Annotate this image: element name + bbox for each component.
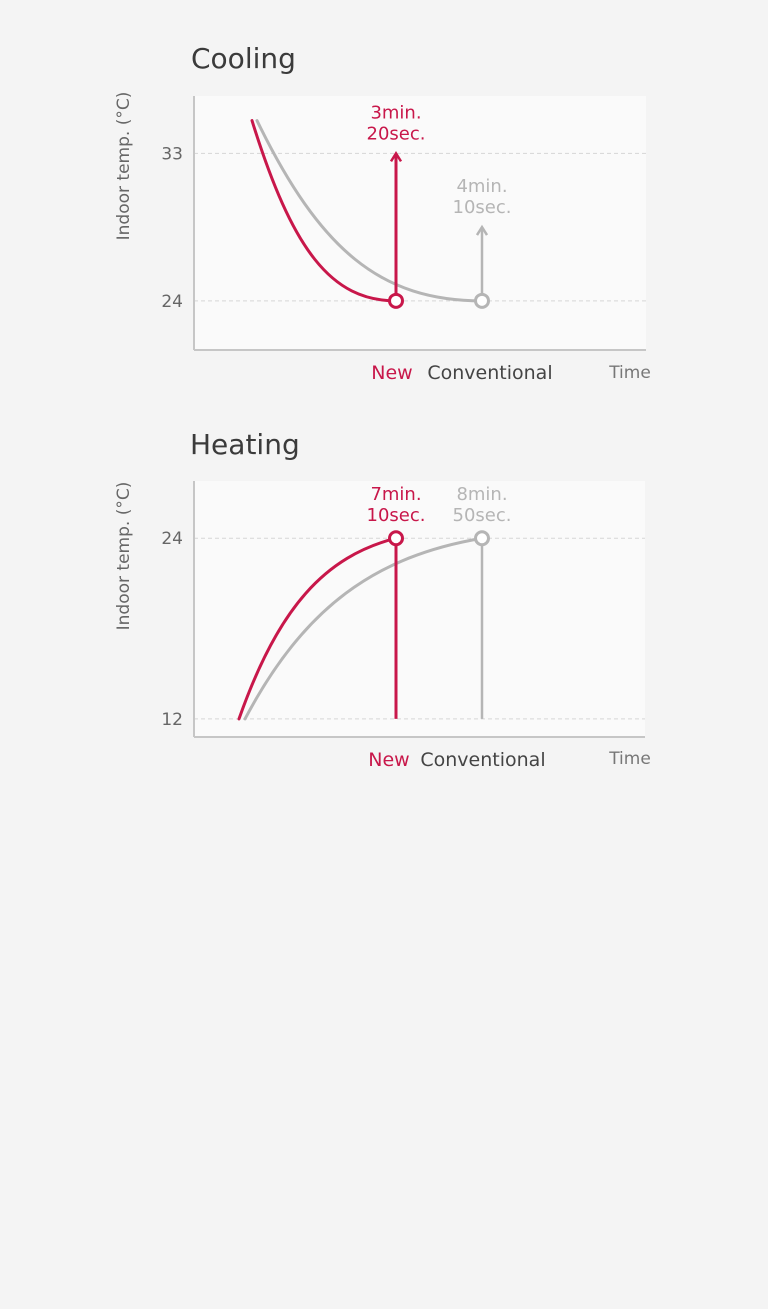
series-label-conventional: Conventional [427, 362, 552, 384]
series-line-conventional [255, 119, 484, 303]
end-point-conventional [474, 292, 490, 309]
series-label-conventional: Conventional [420, 749, 545, 771]
chart-cooling: Cooling 33 24 Indoor temp. (°C) Time 4min.10s… [114, 42, 651, 384]
time-annotation: 10sec. [453, 197, 512, 218]
y-axis-label: Indoor temp. (°C) [114, 482, 134, 631]
series-label-new: New [371, 362, 412, 384]
time-annotation: 4min. [456, 176, 507, 197]
chart-title: Heating [190, 428, 300, 461]
y-tick-label: 12 [161, 710, 183, 730]
arrow-head-new [389, 150, 403, 163]
x-axis-label: Time [608, 363, 651, 383]
y-tick-label: 33 [161, 144, 183, 164]
end-point-new [388, 292, 404, 309]
end-point-conventional [474, 530, 490, 547]
y-tick-label: 24 [161, 529, 183, 549]
time-annotation: 50sec. [453, 505, 512, 526]
time-annotation: 8min. [456, 484, 507, 505]
x-axis-label: Time [608, 749, 651, 769]
series-line-new [250, 119, 398, 303]
plot-area [194, 96, 646, 350]
time-annotation: 20sec. [367, 123, 426, 144]
chart-heating: Heating 24 12 Indoor temp. (°C) Time 8min.50s… [114, 428, 651, 771]
series-line-new [237, 536, 398, 721]
time-annotation: 3min. [370, 102, 421, 123]
time-annotation: 7min. [370, 484, 421, 505]
plot-area [194, 481, 645, 737]
end-point-new [388, 530, 404, 547]
chart-title: Cooling [191, 42, 296, 75]
time-annotation: 10sec. [367, 505, 426, 526]
y-tick-label: 24 [161, 292, 183, 312]
y-axis-label: Indoor temp. (°C) [114, 92, 134, 241]
arrow-head-conventional [475, 224, 489, 236]
series-label-new: New [368, 749, 409, 771]
series-line-conventional [243, 536, 484, 721]
